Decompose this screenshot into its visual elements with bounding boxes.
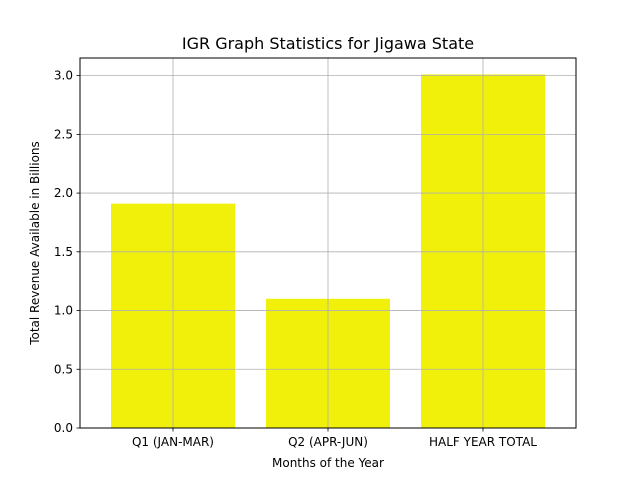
y-tick-label: 0.0	[54, 421, 73, 435]
y-tick-label: 1.5	[54, 245, 73, 259]
y-axis-ticks: 0.0 0.5 1.0 1.5 2.0 2.5 3.0	[54, 69, 80, 435]
x-tick-label: Q1 (JAN-MAR)	[132, 435, 214, 449]
x-axis-label: Months of the Year	[272, 456, 384, 470]
grid-front	[80, 58, 576, 429]
y-tick-label: 1.0	[54, 304, 73, 318]
x-tick-label: Q2 (APR-JUN)	[288, 435, 368, 449]
y-tick-label: 2.0	[54, 186, 73, 200]
x-axis-ticks: Q1 (JAN-MAR) Q2 (APR-JUN) HALF YEAR TOTAL	[132, 428, 537, 449]
chart-title: IGR Graph Statistics for Jigawa State	[182, 34, 474, 53]
y-tick-label: 0.5	[54, 362, 73, 376]
x-tick-label: HALF YEAR TOTAL	[429, 435, 537, 449]
y-tick-label: 3.0	[54, 69, 73, 83]
y-axis-label: Total Revenue Available in Billions	[28, 141, 42, 346]
y-tick-label: 2.5	[54, 127, 73, 141]
